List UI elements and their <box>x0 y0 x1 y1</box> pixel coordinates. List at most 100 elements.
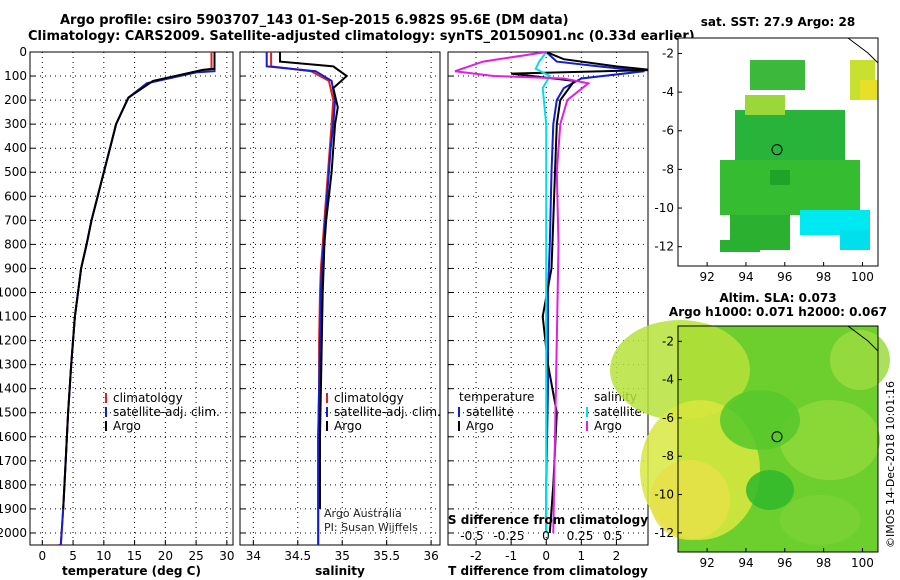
x-tick-label: 10 <box>96 549 111 563</box>
series-line-climatology <box>58 52 213 545</box>
title-line-1: Argo profile: csiro 5903707_143 01-Sep-2… <box>60 13 569 28</box>
sst-grid-cells <box>860 80 878 100</box>
map-y-tick-label: -12 <box>654 240 674 254</box>
x-tick-label: -1 <box>505 549 517 563</box>
annotation-argo-australia: Argo Australia <box>324 507 402 520</box>
sla-anomaly-patch <box>746 470 794 510</box>
x-axis-label: salinity <box>315 564 365 578</box>
sst-grid-cells <box>770 170 790 185</box>
x-axis-label: temperature (deg C) <box>62 564 201 578</box>
y-tick-label: 500 <box>4 165 27 179</box>
argo-location-marker <box>771 144 783 156</box>
legend-label: Argo <box>113 419 141 433</box>
map-x-tick-label: 92 <box>699 270 714 284</box>
coastline <box>847 37 879 64</box>
y-tick-label: 1300 <box>0 358 27 372</box>
map-x-tick-label: 98 <box>816 270 831 284</box>
y-tick-label: 1800 <box>0 478 27 492</box>
sla-map-title: Altim. SLA: 0.073 <box>719 291 836 305</box>
map-x-tick-label: 96 <box>777 270 792 284</box>
map-x-tick-label: 92 <box>699 556 714 570</box>
x-tick-label: 20 <box>158 549 173 563</box>
legend-label: Argo <box>334 419 362 433</box>
sla-map-subtitle: Argo h1000: 0.071 h2000: 0.067 <box>669 305 887 319</box>
map-x-tick-label: 100 <box>851 270 874 284</box>
sst-grid-cells <box>720 160 860 215</box>
sst-grid-cells <box>840 230 870 250</box>
sst-map-title: sat. SST: 27.9 Argo: 28 <box>701 15 855 29</box>
sla-map-field <box>610 320 890 552</box>
series-line-argo <box>62 52 216 509</box>
y-tick-label: 600 <box>4 189 27 203</box>
x-tick-label: -2 <box>470 549 482 563</box>
map-x-tick-label: 94 <box>738 556 753 570</box>
s-tick-label: -0.5 <box>460 529 483 543</box>
y-tick-label: 1600 <box>0 430 27 444</box>
map-x-tick-label: 100 <box>851 556 874 570</box>
imos-stamp: ©IMOS 14-Dec-2018 10:01:16 <box>884 381 897 548</box>
y-tick-label: 1700 <box>0 454 27 468</box>
x-tick-label: 1 <box>578 549 586 563</box>
map-y-tick-label: -6 <box>662 124 674 138</box>
map-x-tick-label: 98 <box>816 556 831 570</box>
legend-label: satellite <box>594 405 642 419</box>
legend-label: satellite-adj. clim. <box>334 405 441 419</box>
y-tick-label: 800 <box>4 237 27 251</box>
x-tick-label: 30 <box>219 549 234 563</box>
s-tick-label: -0.25 <box>493 529 524 543</box>
series-line-satellite-adj-clim- <box>59 52 216 545</box>
sla-anomaly-patch <box>780 400 880 480</box>
series-line-s-satellite <box>534 52 552 533</box>
annotation-pi: PI: Susan Wijffels <box>324 521 418 534</box>
map-y-tick-label: -10 <box>654 488 674 502</box>
plot-frame <box>239 51 441 546</box>
x-tick-label: 5 <box>69 549 77 563</box>
x-tick-label: 0 <box>542 549 550 563</box>
y-tick-label: 1200 <box>0 334 27 348</box>
sla-anomaly-patch <box>830 330 890 390</box>
x-tick-label: 15 <box>127 549 142 563</box>
y-tick-label: 1400 <box>0 382 27 396</box>
x-tick-label: 0 <box>38 549 46 563</box>
sst-grid-cells <box>745 95 785 115</box>
y-tick-label: 1900 <box>0 502 27 516</box>
title-line-2: Climatology: CARS2009. Satellite-adjuste… <box>28 29 695 44</box>
y-tick-label: 200 <box>4 93 27 107</box>
sla-anomaly-patch <box>780 495 860 545</box>
series-line-t-satellite <box>545 52 645 533</box>
x-tick-label: 25 <box>188 549 203 563</box>
x-tick-label: 34 <box>246 549 261 563</box>
y-tick-label: 100 <box>4 69 27 83</box>
map-x-tick-label: 96 <box>777 556 792 570</box>
x-axis-label: T difference from climatology <box>448 564 648 578</box>
y-tick-label: 1000 <box>0 285 27 299</box>
y-tick-label: 400 <box>4 141 27 155</box>
y-tick-label: 300 <box>4 117 27 131</box>
x-tick-label: 36 <box>423 549 438 563</box>
legend-title-temperature: temperature <box>459 390 534 404</box>
series-line-argo <box>279 52 349 509</box>
y-tick-label: 1100 <box>0 310 27 324</box>
sla-anomaly-patch <box>720 390 800 450</box>
map-y-tick-label: -8 <box>662 449 674 463</box>
x-tick-label: 34.5 <box>284 549 311 563</box>
legend-label: Argo <box>594 419 622 433</box>
coastline <box>847 325 879 352</box>
map-frame <box>677 325 879 553</box>
map-y-tick-label: -2 <box>662 46 674 60</box>
map-y-tick-label: -4 <box>662 373 674 387</box>
x-tick-label: 35.5 <box>373 549 400 563</box>
map-y-tick-label: -6 <box>662 411 674 425</box>
y-tick-label: 1500 <box>0 406 27 420</box>
sla-anomaly-patch <box>650 460 730 540</box>
legend-label: climatology <box>113 391 183 405</box>
s-tick-label: 0.25 <box>567 529 594 543</box>
legend-label: satellite <box>466 405 514 419</box>
map-x-tick-label: 94 <box>738 270 753 284</box>
map-y-tick-label: -2 <box>662 334 674 348</box>
y-tick-label: 0 <box>19 45 27 59</box>
x-tick-label: 2 <box>613 549 621 563</box>
s-tick-label: 0.5 <box>603 529 622 543</box>
sst-map-field <box>678 37 879 266</box>
